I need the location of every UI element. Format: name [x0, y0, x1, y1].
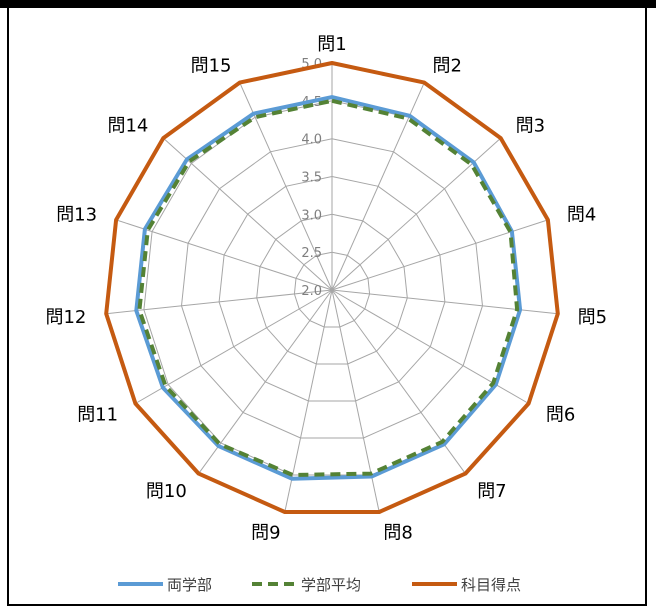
- tick-label: 4.0: [301, 133, 322, 148]
- legend: 両学部 学部平均 科目得点: [118, 576, 521, 594]
- grid-spoke: [135, 289, 333, 404]
- tick-label: 2.0: [301, 284, 322, 299]
- tick-label: 3.5: [301, 171, 322, 186]
- category-label: 問13: [56, 205, 97, 226]
- grid-ring: [180, 138, 484, 439]
- category-label: 問1: [317, 34, 346, 55]
- grid-spoke: [106, 289, 333, 315]
- grid-spoke: [198, 289, 333, 474]
- tick-label: 3.0: [301, 208, 322, 223]
- category-label: 問15: [191, 55, 232, 76]
- category-labels: 問1 問2 問3 問4 問5 問6 問7 問8 問9 問10 問11 問12 問13 問14 問15: [45, 34, 607, 544]
- grid-spoke: [331, 289, 529, 404]
- category-label: 問9: [251, 523, 280, 544]
- series-line-3: [104, 61, 560, 514]
- category-label: 問3: [516, 116, 545, 137]
- category-label: 問5: [578, 307, 607, 328]
- category-label: 問6: [546, 405, 575, 426]
- legend-label: 両学部: [167, 576, 212, 594]
- category-label: 問14: [107, 116, 148, 137]
- top-edge-strip: [0, 0, 656, 8]
- legend-label: 科目得点: [461, 576, 521, 594]
- radial-tick-labels: 2.02.53.03.54.04.55.0: [301, 57, 322, 299]
- chart-frame: [7, 8, 647, 606]
- radar-series: [104, 61, 560, 514]
- series-line-2: [137, 98, 520, 477]
- series-line-1: [134, 95, 523, 481]
- grid-spoke: [162, 137, 333, 291]
- category-label: 問7: [477, 481, 506, 502]
- grid-spoke: [239, 82, 333, 291]
- category-label: 問4: [567, 205, 596, 226]
- category-label: 問11: [77, 405, 118, 426]
- category-label: 問8: [383, 523, 412, 544]
- category-label: 問2: [433, 55, 462, 76]
- category-label: 問10: [146, 481, 187, 502]
- grid-spoke: [284, 289, 333, 513]
- grid-spoke: [331, 289, 558, 315]
- grid-spoke: [115, 219, 333, 291]
- grid-spoke: [331, 137, 502, 291]
- tick-label: 2.5: [301, 246, 322, 261]
- grid-ring: [256, 213, 408, 365]
- legend-label: 学部平均: [301, 576, 361, 594]
- grid-ring: [218, 175, 446, 402]
- grid-ring: [293, 251, 371, 328]
- category-label: 問12: [45, 307, 86, 328]
- grid-spoke: [331, 82, 425, 291]
